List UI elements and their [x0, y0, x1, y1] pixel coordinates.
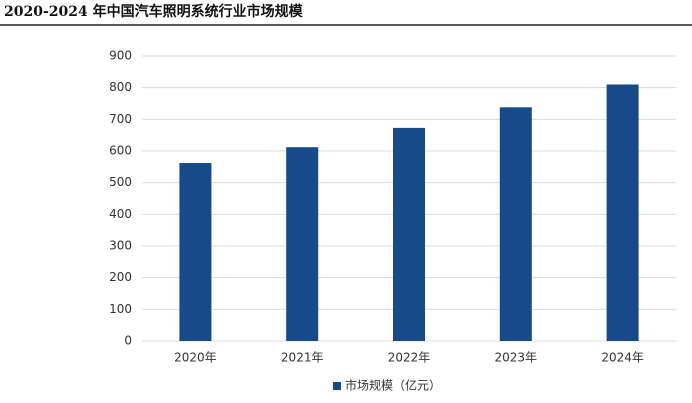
- y-tick-label: 900: [109, 49, 132, 63]
- x-tick-label: 2022年: [388, 351, 431, 365]
- x-tick-label: 2021年: [281, 351, 324, 365]
- y-tick-label: 300: [109, 239, 132, 253]
- y-tick-label: 100: [109, 302, 132, 316]
- y-tick-label: 800: [109, 80, 132, 94]
- y-tick-label: 700: [109, 112, 132, 126]
- x-tick-label: 2020年: [174, 351, 217, 365]
- y-tick-label: 200: [109, 270, 132, 284]
- bar: [606, 84, 639, 341]
- x-tick-label: 2024年: [601, 351, 644, 365]
- y-tick-label: 600: [109, 144, 132, 158]
- bar: [393, 127, 425, 341]
- chart-title: 2020-2024 年中国汽车照明系统行业市场规模: [4, 3, 304, 20]
- bar: [499, 107, 532, 341]
- y-tick-label: 0: [124, 334, 132, 348]
- bar: [286, 147, 319, 341]
- legend-label: 市场规模（亿元）: [345, 378, 441, 393]
- y-tick-label: 500: [109, 175, 132, 189]
- legend-swatch: [333, 382, 341, 390]
- y-tick-label: 400: [109, 207, 132, 221]
- x-tick-label: 2023年: [495, 351, 538, 365]
- bar: [179, 163, 212, 341]
